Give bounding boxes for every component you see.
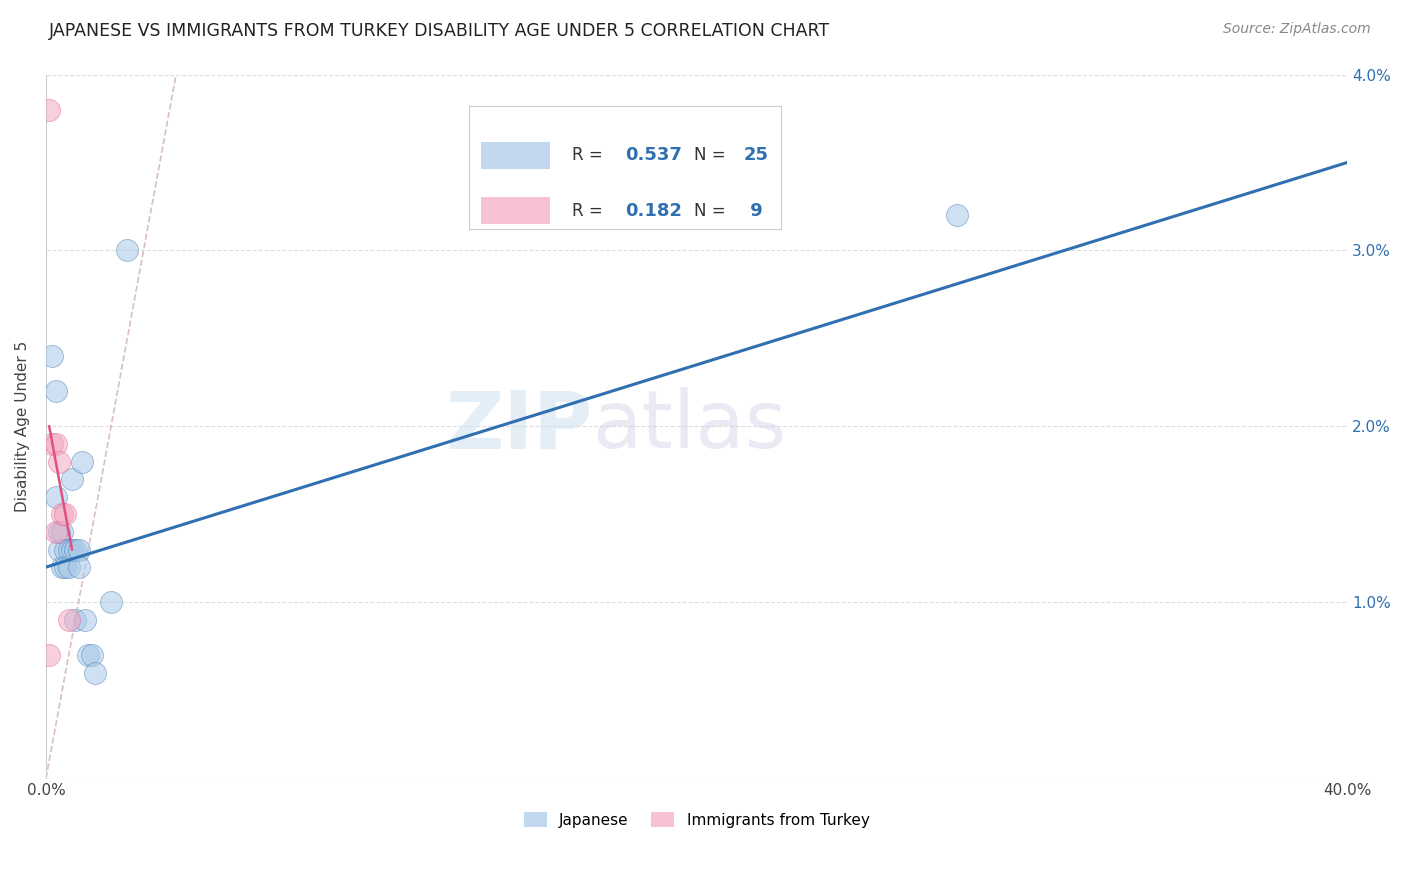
Point (45, 437, 67, 451)
Point (65, 542, 87, 557)
Text: atlas: atlas (592, 387, 787, 466)
Point (48, 524, 70, 539)
Point (51, 560, 73, 574)
Point (45, 524, 67, 539)
Point (100, 595, 122, 609)
Point (45, 384, 67, 399)
Point (55, 542, 77, 557)
Point (80, 648, 103, 662)
Point (117, 244, 139, 258)
Point (58, 560, 80, 574)
Point (946, 208, 969, 222)
Point (55, 560, 77, 574)
Point (70, 454, 93, 468)
Point (48, 454, 70, 468)
Point (45, 490, 67, 504)
Text: JAPANESE VS IMMIGRANTS FROM TURKEY DISABILITY AGE UNDER 5 CORRELATION CHART: JAPANESE VS IMMIGRANTS FROM TURKEY DISAB… (49, 22, 831, 40)
Point (77, 648, 100, 662)
Point (67, 542, 90, 557)
Point (73, 613, 96, 627)
Point (41, 349, 63, 363)
Point (58, 613, 80, 627)
Point (41, 437, 63, 451)
Text: Source: ZipAtlas.com: Source: ZipAtlas.com (1223, 22, 1371, 37)
Point (65, 613, 87, 627)
Point (38, 103, 60, 117)
Point (51, 524, 73, 539)
Legend: Japanese, Immigrants from Turkey: Japanese, Immigrants from Turkey (517, 805, 876, 834)
Y-axis label: Disability Age Under 5: Disability Age Under 5 (15, 341, 30, 512)
Point (55, 508, 77, 522)
Text: ZIP: ZIP (446, 387, 592, 466)
Point (60, 542, 83, 557)
Point (51, 508, 73, 522)
Point (38, 648, 60, 662)
Point (60, 472, 83, 486)
Point (67, 560, 90, 574)
Point (48, 542, 70, 557)
Point (58, 542, 80, 557)
Point (83, 665, 105, 680)
